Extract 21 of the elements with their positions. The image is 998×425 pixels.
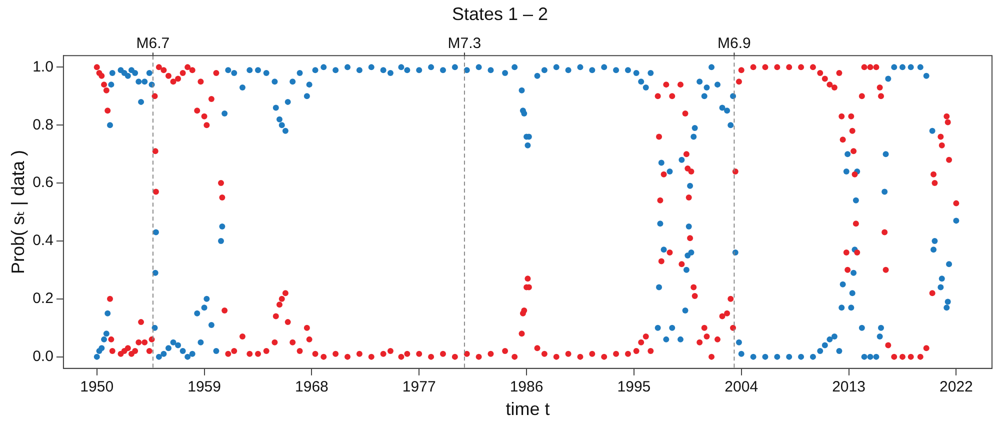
x-tick-label: 1977 (402, 378, 436, 396)
y-tick-label: 0.0 (32, 348, 54, 365)
x-tick-label: 1968 (295, 378, 328, 396)
x-tick-label: 1986 (510, 378, 544, 396)
ref-line-label: M7.3 (448, 35, 482, 52)
chart-title: States 1 – 2 (452, 4, 548, 24)
x-axis-title: time t (506, 399, 550, 420)
y-tick-label: 0.8 (32, 116, 54, 134)
y-axis-title: Prob( sₜ | data ) (8, 150, 28, 274)
y-tick-label: 1.0 (32, 58, 54, 76)
x-tick-label: 1959 (188, 378, 221, 396)
ref-line-label: M6.9 (718, 35, 751, 52)
y-tick-label: 0.4 (32, 232, 54, 250)
x-tick-label: 1995 (617, 378, 651, 396)
y-tick-label: 0.6 (32, 174, 54, 192)
ref-line-label: M6.7 (136, 35, 170, 52)
x-tick-label: 2004 (724, 378, 758, 396)
x-tick-label: 2013 (832, 378, 866, 396)
y-tick-label: 0.2 (32, 290, 54, 308)
x-tick-label: 2022 (940, 378, 973, 396)
x-tick-label: 1950 (80, 378, 114, 396)
